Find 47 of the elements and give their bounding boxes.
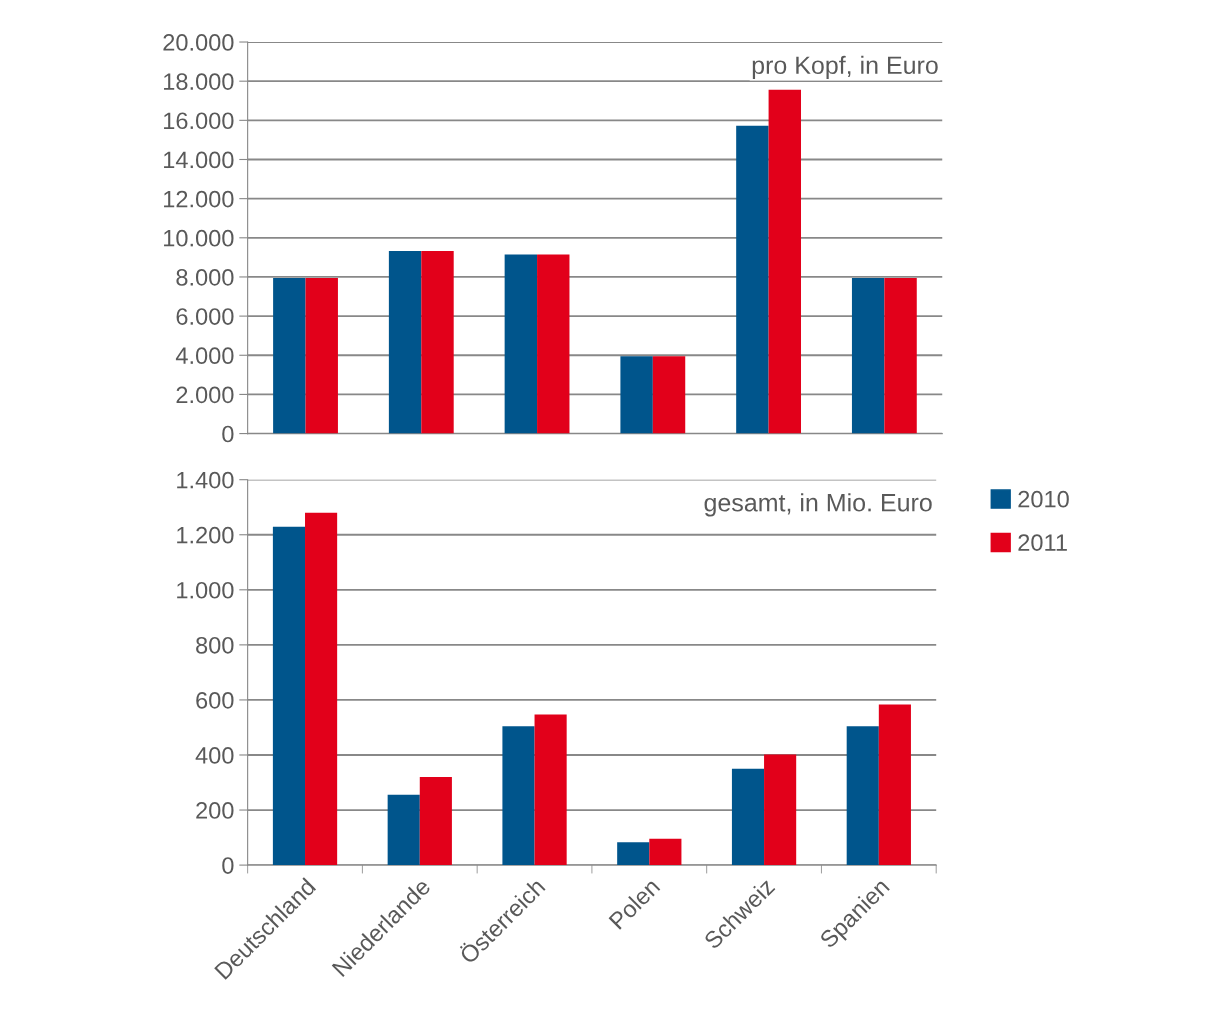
y-tick-label: 600: [196, 692, 234, 709]
legend-label: 2010: [1018, 490, 1069, 508]
y-tick-label: 16.000: [164, 112, 234, 130]
y-tick-label: 4.000: [175, 347, 234, 365]
bar: [305, 277, 338, 434]
y-tick-label: 8.000: [176, 269, 234, 286]
y-tick-label: 1.200: [177, 526, 234, 544]
y-tick-label: 800: [196, 636, 234, 654]
bar: [652, 356, 686, 434]
y-tick-label: 6.000: [176, 308, 234, 325]
bar: [421, 250, 454, 434]
bar: [537, 254, 570, 434]
bar: [419, 777, 452, 866]
y-tick-label: 400: [195, 747, 234, 764]
annotation: pro Kopf, in Euro: [752, 55, 938, 80]
legend-label: 2011: [1018, 534, 1067, 551]
bar: [502, 726, 535, 866]
bar: [272, 526, 306, 866]
bar: [620, 356, 653, 434]
y-tick-label: 12.000: [164, 190, 234, 208]
y-tick-label: 10.000: [164, 229, 234, 247]
bar: [387, 794, 420, 866]
bar: [878, 704, 911, 866]
y-tick-label: 18.000: [164, 73, 234, 90]
y-tick-label: 20.000: [163, 34, 234, 51]
bar: [768, 89, 801, 434]
y-tick-label: 1.000: [177, 581, 234, 599]
bar: [649, 838, 682, 866]
bar: [534, 714, 567, 866]
bar: [305, 512, 338, 866]
y-tick-label: 2.000: [176, 386, 234, 404]
bar: [731, 768, 765, 866]
bar: [388, 250, 422, 434]
bar: [884, 277, 917, 434]
y-tick-label: 200: [196, 802, 234, 819]
y-tick-label: 0: [222, 425, 234, 443]
bar: [617, 842, 650, 866]
bar: [736, 125, 769, 434]
bar: [846, 726, 879, 866]
bar: [851, 277, 885, 434]
bar: [504, 254, 538, 434]
y-tick-label: 0: [222, 857, 234, 874]
y-tick-label: 14.000: [164, 151, 234, 169]
y-tick-label: 1.400: [177, 471, 234, 489]
bar: [273, 277, 306, 434]
bar: [764, 754, 797, 866]
annotation: gesamt, in Mio. Euro: [704, 493, 932, 517]
